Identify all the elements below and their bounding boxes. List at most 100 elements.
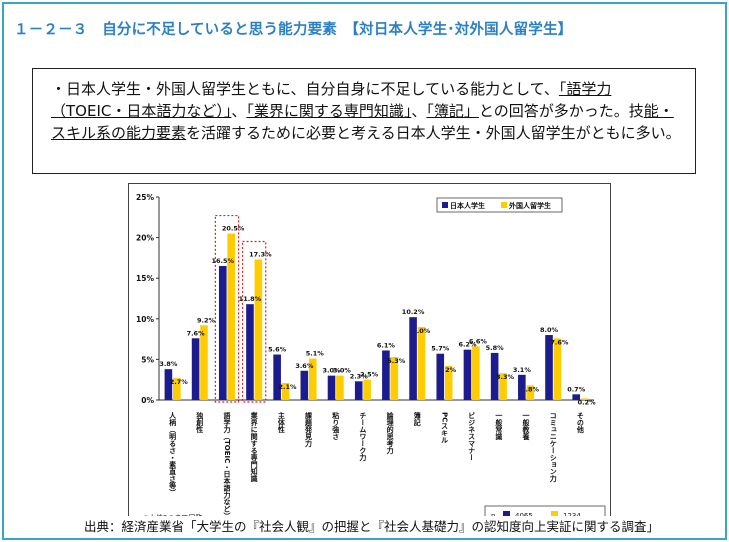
data-label-foreign-12: 3.3% [496, 373, 515, 381]
data-label-japanese-10: 5.7% [431, 345, 450, 353]
bar-foreign-14 [553, 338, 562, 400]
category-label-6: 粘り強さ [332, 411, 340, 441]
bar-japanese-7 [354, 381, 363, 400]
category-label-15: その他 [576, 412, 585, 434]
category-label-4: 主体性 [277, 411, 286, 434]
bar-japanese-13 [518, 374, 526, 400]
legend-label-japanese: 日本人学生 [450, 201, 485, 210]
data-label-foreign-11: 6.6% [469, 337, 488, 345]
data-label-japanese-3: 11.8% [239, 295, 262, 303]
summary-keyword-bookkeeping: 「簿記」 [426, 102, 479, 120]
bar-japanese-1 [191, 338, 200, 400]
bar-japanese-2 [218, 266, 227, 400]
data-label-japanese-13: 3.1% [513, 366, 532, 374]
data-label-japanese-12: 5.8% [486, 344, 505, 352]
bar-japanese-3 [246, 304, 254, 400]
bar-japanese-10 [436, 353, 445, 400]
data-label-japanese-11: 6.2% [458, 341, 477, 349]
bar-foreign-2 [227, 233, 235, 400]
bar-foreign-7 [363, 379, 371, 400]
category-label-8: 論理的思考力 [386, 411, 395, 455]
category-label-14: コミュニケーション力 [549, 412, 557, 483]
data-label-foreign-13: .8% [525, 385, 539, 393]
y-tick-label: 0% [141, 396, 154, 405]
data-label-japanese-4: 5.6% [268, 346, 287, 354]
bar-foreign-6 [336, 375, 344, 400]
bar-chart: 0% 5% 10% 15% 20% 25% 3.8% 2.7% 人柄（明るさ・素直さ等） 7.6%… [136, 193, 606, 525]
source-caption: 出典：経済産業省「大学生の『社会人観』の把握と『社会人基礎力』の認知度向上実証に… [82, 516, 662, 535]
highlight-box-2 [214, 214, 240, 403]
summary-text-2: との回答が多かった。技 [478, 102, 644, 120]
data-label-japanese-14: 8.0% [540, 326, 559, 334]
summary-text-3: を活躍するために必要と考える日本人学生・外国人留学生がともに多い。 [186, 124, 681, 142]
bar-foreign-5 [308, 358, 317, 400]
legend-box [436, 197, 563, 213]
bar-foreign-1 [200, 325, 208, 400]
category-label-0: 人柄（明るさ・素直さ等） [168, 411, 177, 496]
bar-foreign-8 [390, 356, 399, 400]
category-label-11: ビジネスマナー [468, 411, 476, 461]
bar-foreign-11 [472, 346, 480, 400]
y-tick-label: 25% [136, 193, 154, 202]
data-label-foreign-8: 5.3% [387, 357, 406, 365]
bar-japanese-14 [545, 335, 553, 400]
legend-label-foreign: 外国人留学生 [509, 201, 551, 210]
data-label-foreign-2: 20.5% [222, 225, 245, 233]
bar-japanese-4 [273, 354, 281, 400]
data-label-japanese-7: 2.3% [350, 372, 369, 380]
data-label-japanese-5: 3.6% [295, 362, 314, 370]
bar-japanese-9 [409, 317, 417, 400]
n-legend-swatch-japanese [503, 511, 510, 518]
data-label-foreign-10: 2% [445, 366, 457, 374]
summary-sep-2: 、 [411, 102, 427, 120]
highlight-box-3 [241, 240, 267, 403]
data-label-foreign-1: 9.2% [197, 316, 216, 324]
chart-box: 0% 5% 10% 15% 20% 25% 3.8% 2.7% 人柄（明るさ・素直さ等） 7.6%… [128, 183, 611, 528]
slide-title: １－２－３ 自分に不足していると思う能力要素 【対日本人学生･対外国人留学生】 [14, 22, 573, 38]
data-label-japanese-6: 3.0% [323, 367, 342, 375]
data-label-foreign-14: 7.6% [550, 338, 569, 346]
bar-japanese-15 [572, 394, 581, 400]
y-tick-label: 5% [141, 355, 154, 364]
n-legend-swatch-foreign [551, 511, 558, 518]
bar-japanese-5 [300, 370, 309, 400]
legend-swatch-japanese [442, 202, 448, 208]
data-label-japanese-9: 10.2% [402, 308, 425, 316]
bar-japanese-8 [382, 350, 390, 400]
y-tick-label: 20% [136, 234, 154, 243]
y-tick-label: 15% [136, 274, 154, 283]
bar-foreign-10 [444, 365, 453, 400]
summary-keyword-skills: 能・スキル系の能力要素 [51, 102, 674, 142]
category-label-2: 語学力（TOEIC・日本語力など） [223, 411, 232, 519]
data-label-foreign-6: 3.0% [333, 367, 352, 375]
category-label-10: PCスキル [440, 412, 448, 443]
data-label-japanese-8: 6.1% [377, 341, 396, 349]
data-label-japanese-1: 7.6% [187, 329, 206, 337]
data-label-foreign-7: 2.5% [360, 371, 379, 379]
data-label-japanese-0: 3.8% [159, 360, 178, 368]
legend-swatch-foreign [501, 202, 507, 208]
bar-foreign-3 [254, 259, 263, 400]
bar-foreign-9 [417, 326, 426, 400]
bar-foreign-15 [580, 398, 589, 400]
bar-japanese-12 [490, 352, 499, 400]
data-label-foreign-3: 17.3% [249, 251, 272, 259]
bar-foreign-13 [526, 385, 535, 400]
summary-keyword-industry: 「業界に関する専門知識」 [246, 102, 412, 120]
bar-foreign-12 [499, 373, 507, 400]
summary-sep-1: 、 [231, 102, 247, 120]
bar-japanese-0 [164, 369, 173, 400]
summary-keyword-language: 「語学力（TOEIC・日本語力など）」 [51, 80, 612, 120]
data-label-japanese-2: 16.5% [211, 257, 234, 265]
bar-japanese-11 [463, 349, 472, 400]
category-label-12: 一般常識 [495, 412, 503, 441]
category-label-1: 独創性 [196, 411, 205, 434]
summary-box: ・日本人学生・外国人留学生ともに、自分自身に不足している能力として、「語学力（T… [32, 68, 696, 174]
bar-foreign-0 [172, 378, 181, 400]
y-tick-label: 10% [136, 315, 154, 324]
summary-text-1: ・日本人学生・外国人留学生ともに、自分自身に不足している能力として、 [51, 80, 559, 98]
category-label-5: 課題発見力 [304, 411, 313, 448]
category-label-7: チームワーク力 [359, 412, 367, 462]
data-label-foreign-4: 2.1% [279, 383, 298, 391]
